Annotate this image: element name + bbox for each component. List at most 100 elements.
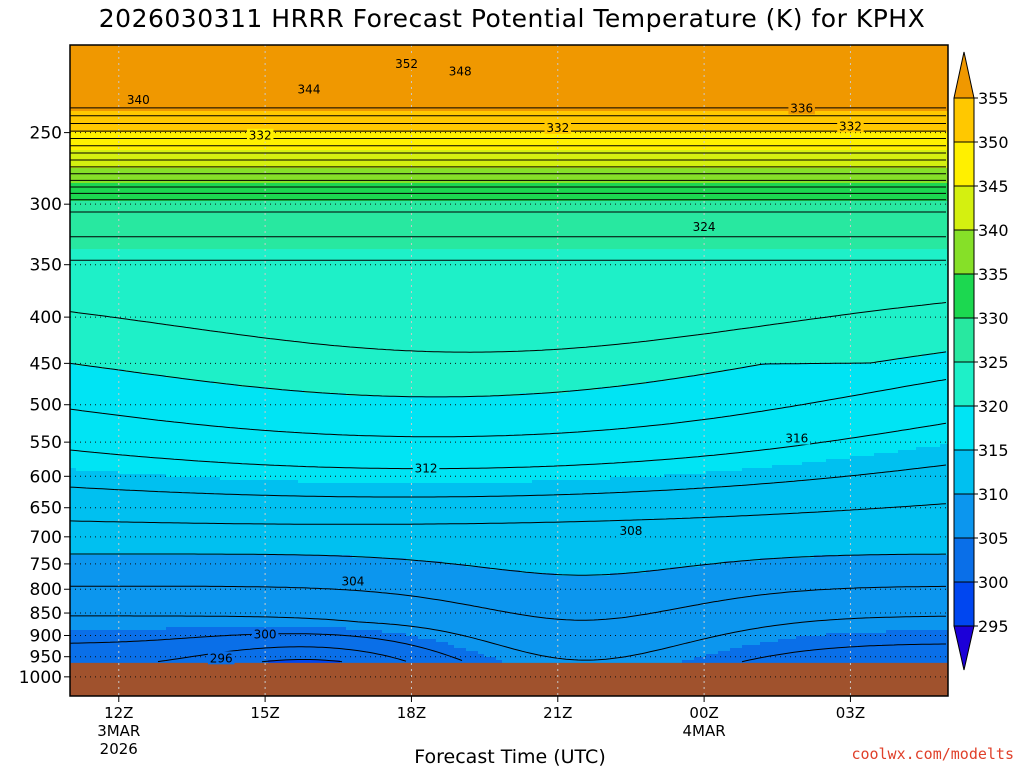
fill-cell (70, 336, 948, 340)
fill-cell (70, 528, 948, 532)
fill-cell (940, 444, 948, 448)
credit-link[interactable]: coolwx.com/modelts (851, 745, 1014, 763)
fill-cell (886, 630, 948, 634)
colorbar-box (953, 361, 975, 407)
fill-cell (70, 480, 299, 484)
fill-cell (706, 471, 948, 475)
fill-cell (466, 648, 731, 652)
fill-cell (70, 51, 948, 55)
fill-cell (70, 366, 101, 370)
fill-cell (214, 381, 647, 385)
fill-cell (70, 531, 948, 535)
fill-cell (70, 492, 948, 496)
contour-label-bg (690, 220, 718, 234)
colorbar-label: 310 (978, 485, 1009, 504)
plot-frame (69, 44, 949, 697)
fill-cell (70, 333, 948, 337)
fill-cell (742, 366, 948, 370)
fill-cell (826, 633, 948, 637)
x-tick-label: 21Z (543, 704, 572, 722)
fill-cell (760, 363, 948, 367)
contour-label: 348 (449, 65, 472, 79)
fill-cell (70, 54, 948, 58)
fill-cell (70, 567, 491, 571)
fill-cell (70, 588, 948, 592)
fill-cell (70, 369, 125, 373)
fill-cell (778, 639, 948, 643)
fill-cell (70, 195, 948, 199)
fill-cell (70, 597, 948, 601)
x-tick-label: 00Z (689, 704, 718, 722)
fill-cell (70, 186, 948, 190)
fill-cell (70, 372, 143, 376)
fill-cell (670, 378, 948, 382)
fill-cell (70, 384, 239, 388)
fill-cell (670, 567, 948, 571)
fill-cell (880, 360, 948, 364)
fill-cell (70, 204, 948, 208)
fill-cell (70, 450, 899, 454)
fill-cell (70, 471, 119, 475)
fill-cell (478, 651, 719, 655)
fill-cell (772, 465, 948, 469)
fill-cell (70, 324, 948, 328)
colorbar-box (953, 405, 975, 451)
fill-cell (70, 105, 948, 109)
fill-cell (70, 573, 557, 577)
fill-cell (70, 216, 948, 220)
fill-cell (70, 546, 948, 550)
contour-line (70, 302, 947, 353)
fill-cell (760, 642, 948, 646)
fill-cell (70, 438, 948, 442)
fill-cell (70, 579, 948, 583)
colorbar-min-arrow (953, 625, 975, 671)
fill-cell (70, 411, 948, 415)
fill-cell (70, 267, 948, 271)
fill-cell (532, 480, 948, 484)
fill-cell (70, 459, 827, 463)
colorbar-box (953, 581, 975, 627)
fill-cell (826, 459, 948, 463)
contour-lines (70, 107, 947, 663)
fill-cell (70, 264, 948, 268)
fill-cell (70, 171, 948, 175)
contour-labels: 352 348 344 340 336 332 332 332 324 316 312 308 304 3… (125, 57, 864, 665)
fill-cell (70, 321, 948, 325)
colorbar-label: 350 (978, 133, 1009, 152)
fill-cell (382, 630, 887, 634)
y-tick-label: 450 (30, 354, 62, 374)
fill-cell (70, 228, 948, 232)
fill-cell (682, 660, 948, 664)
contour-line (70, 615, 946, 661)
colorbar-label: 340 (978, 221, 1009, 240)
fill-cell (622, 384, 948, 388)
fill-cell (70, 486, 948, 490)
fill-cell (70, 72, 948, 76)
fill-cell (70, 510, 948, 514)
fill-cell (304, 390, 569, 394)
colorbar-box (953, 229, 975, 275)
contour-label: 300 (254, 628, 277, 642)
fill-cell (70, 558, 407, 562)
fill-cell (70, 303, 948, 307)
contour-label: 332 (249, 129, 272, 143)
contour-label-bg (446, 64, 474, 78)
fill-cell (610, 477, 948, 481)
colorbar-box (953, 97, 975, 143)
colorbar-label: 305 (978, 529, 1009, 548)
fill-cell (496, 657, 695, 661)
fill-cell (70, 234, 948, 238)
contour-label: 312 (415, 461, 438, 475)
fill-cell (346, 627, 948, 631)
fill-cell (724, 369, 948, 373)
fill-cell (70, 87, 948, 91)
fill-cell (70, 225, 948, 229)
fill-cell (742, 468, 948, 472)
fill-cell (70, 330, 948, 334)
contour-line (70, 379, 947, 438)
fill-cell (100, 366, 743, 370)
fill-cell (70, 582, 948, 586)
fill-cell (70, 477, 221, 481)
fill-cell (340, 660, 503, 664)
contour-label-bg (837, 119, 864, 133)
